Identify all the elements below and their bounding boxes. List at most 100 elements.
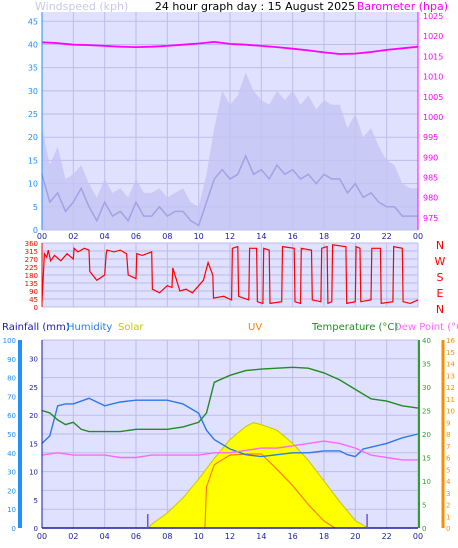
temperature-x-tick-label: 10 [194, 532, 204, 541]
uv-tick-label: 16 [446, 337, 455, 345]
temperature-x-tick-label: 00 [37, 532, 47, 541]
uv-tick-label: 9 [446, 419, 450, 427]
legend-temperature: Temperature (°C) [311, 322, 398, 333]
temperature-x-tick-label: 16 [288, 532, 298, 541]
humidity-tick-label: 100 [3, 337, 16, 345]
uv-tick-label: 1 [446, 513, 450, 521]
wind-gust-area [42, 72, 418, 230]
uv-tick-label: 7 [446, 443, 450, 451]
humidity-tick-label: 80 [7, 375, 16, 383]
temperature-tick-label: 35 [422, 361, 431, 369]
windspeed-axis-title: Windspeed (kph) [35, 0, 128, 13]
wind-x-tick-label: 06 [131, 232, 141, 241]
rain-tick-label: 25 [29, 384, 38, 392]
legend-solar: Solar [118, 322, 144, 333]
uv-tick-label: 0 [446, 525, 450, 533]
windspeed-tick-label: 15 [28, 156, 38, 165]
wind-x-tick-label: 04 [100, 232, 110, 241]
direction-tick-label: 45 [29, 296, 38, 304]
wind-x-tick-label: 02 [68, 232, 78, 241]
barometer-axis-title: Barometer (hpa) [357, 0, 448, 13]
wind-series [41, 40, 419, 230]
humidity-line [41, 397, 419, 458]
temperature-tick-label: 30 [422, 384, 431, 392]
barometer-tick-label: 1005 [423, 93, 443, 102]
direction-tick-label: 180 [25, 272, 38, 280]
rain-tick-label: 20 [29, 412, 38, 420]
wind-x-tick-label: 22 [382, 232, 392, 241]
uv-tick-label: 8 [446, 431, 450, 439]
wind-x-tick-label: 08 [162, 232, 172, 241]
barometer-tick-label: 1020 [423, 32, 443, 41]
direction-tick-label: 0 [34, 304, 38, 312]
humidity-tick-label: 50 [7, 431, 16, 439]
humidity-tick-label: 40 [7, 450, 16, 458]
temperature-tick-label: 5 [422, 502, 426, 510]
temperature-axes: 0102030405060708090100051015202530051015… [3, 337, 456, 533]
rain-tick-label: 30 [29, 356, 38, 364]
direction-tick-label: 360 [25, 240, 38, 248]
barometer-tick-label: 975 [423, 214, 438, 223]
windspeed-axis: 0 5 10 15 20 25 30 35 40 45 [28, 12, 43, 235]
windspeed-tick-label: 0 [33, 226, 38, 235]
legend-dewpoint: Dew Point (°C) [394, 322, 458, 333]
legend-rainfall: Rainfall (mm) [2, 322, 70, 333]
temperature-tick-label: 40 [422, 337, 431, 345]
uv-tick-label: 4 [446, 478, 451, 486]
wind-x-axis: 00 02 04 06 08 10 12 14 16 18 20 22 00 [37, 232, 423, 241]
temperature-tick-label: 0 [422, 525, 426, 533]
rain-tick-label: 0 [34, 525, 38, 533]
barometer-tick-label: 1000 [423, 113, 443, 122]
uv-tick-label: 11 [446, 396, 455, 404]
compass-label: E [437, 287, 444, 300]
temperature-x-tick-label: 14 [256, 532, 266, 541]
windspeed-tick-label: 30 [28, 87, 38, 96]
uv-tick-label: 15 [446, 349, 455, 357]
solar-area [147, 422, 370, 529]
legend-uv: UV [248, 322, 262, 333]
wind-x-tick-label: 16 [288, 232, 298, 241]
temperature-x-tick-label: 06 [131, 532, 141, 541]
windspeed-tick-label: 5 [33, 203, 38, 212]
dewpoint-line [41, 440, 418, 461]
windspeed-tick-label: 40 [28, 40, 38, 49]
humidity-tick-label: 30 [7, 469, 16, 477]
temperature-series [41, 366, 419, 529]
barometer-axis: 975 980 985 990 995 1000 1005 1010 1015 1020 1025 [417, 12, 443, 230]
rain-tick-label: 15 [29, 440, 38, 448]
legend: Rainfall (mm) Humidity Solar UV Temperat… [2, 322, 458, 333]
direction-tick-label: 270 [25, 256, 38, 264]
wind-x-tick-label: 14 [256, 232, 266, 241]
direction-tick-label: 315 [25, 248, 38, 256]
wind-x-tick-label: 10 [194, 232, 204, 241]
temperature-x-tick-label: 22 [382, 532, 392, 541]
temperature-x-tick-label: 04 [100, 532, 110, 541]
compass-label: N [436, 303, 444, 316]
temperature-x-tick-label: 20 [350, 532, 360, 541]
windspeed-tick-label: 35 [28, 64, 38, 73]
uv-tick-label: 6 [446, 455, 451, 463]
temperature-x-tick-label: 02 [68, 532, 78, 541]
compass-label: W [435, 255, 446, 268]
humidity-tick-label: 90 [7, 356, 16, 364]
uv-tick-label: 3 [446, 490, 450, 498]
uv-tick-label: 14 [446, 361, 455, 369]
temperature-tick-label: 20 [422, 431, 431, 439]
uv-tick-label: 2 [446, 502, 450, 510]
temperature-x-tick-label: 18 [319, 532, 329, 541]
humidity-tick-label: 60 [7, 412, 16, 420]
temperature-line [41, 366, 419, 433]
legend-humidity: Humidity [67, 322, 112, 333]
direction-series [41, 244, 419, 305]
compass-label: S [437, 271, 444, 284]
barometer-tick-label: 1010 [423, 73, 443, 82]
rain-tick-label: 10 [29, 469, 38, 477]
temperature-x-tick-label: 08 [162, 532, 172, 541]
barometer-tick-label: 1025 [423, 12, 443, 21]
temperature-tick-label: 15 [422, 455, 431, 463]
wind-x-tick-label: 12 [225, 232, 235, 241]
wind-x-tick-label: 00 [413, 232, 423, 241]
